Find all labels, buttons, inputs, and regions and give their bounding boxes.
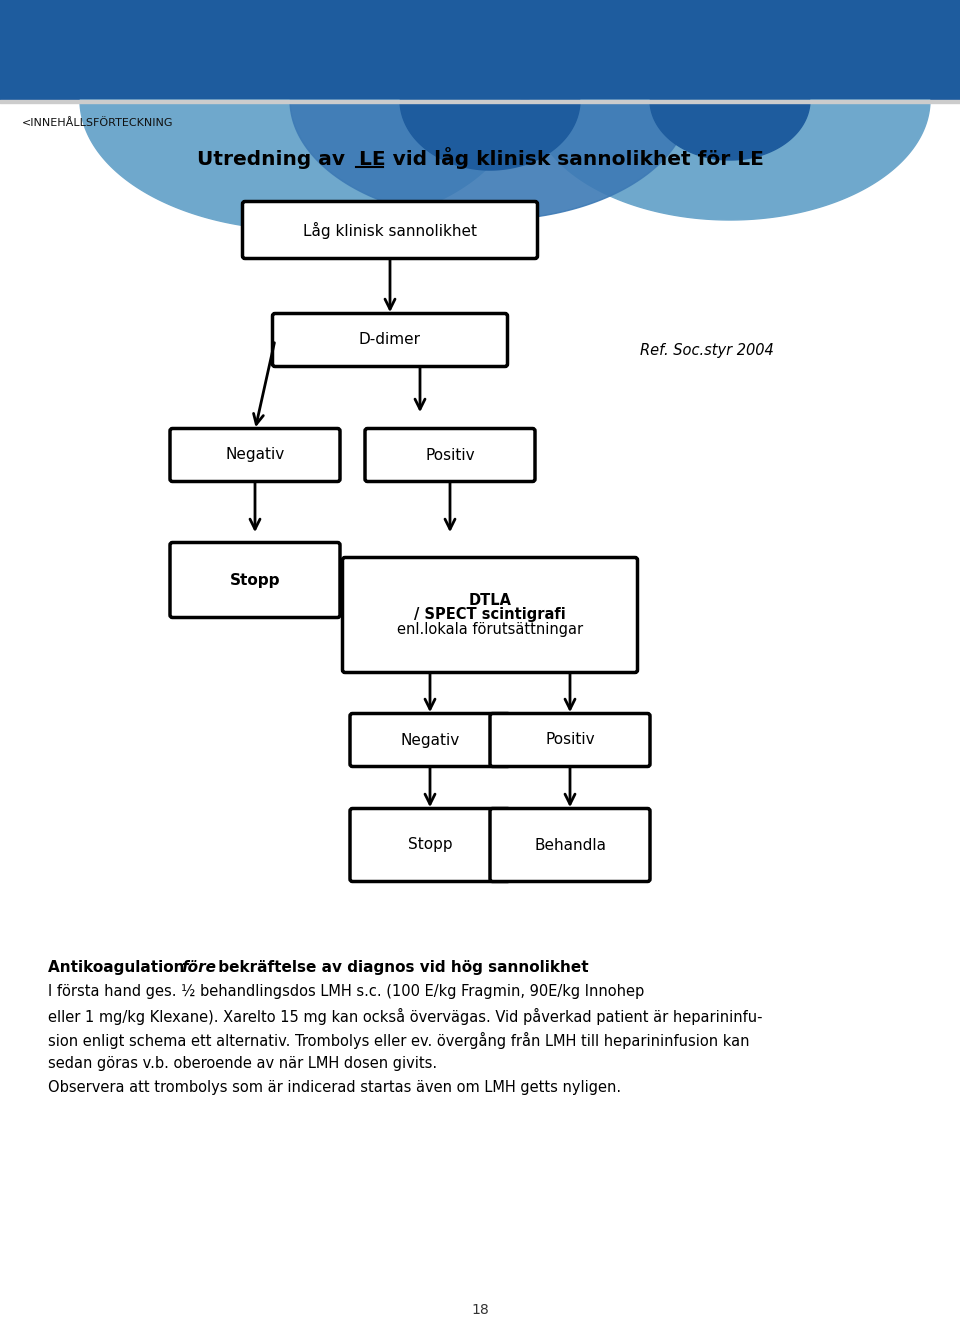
FancyBboxPatch shape [490,713,650,767]
FancyBboxPatch shape [273,313,508,367]
Text: 18: 18 [471,1303,489,1317]
Polygon shape [400,100,580,170]
Text: Negativ: Negativ [226,447,284,463]
Text: Stopp: Stopp [408,838,452,852]
Text: DTLA: DTLA [468,593,512,607]
Text: Positiv: Positiv [425,447,475,463]
Text: / SPECT scintigrafi: / SPECT scintigrafi [414,607,565,622]
Text: Ref. Soc.styr 2004: Ref. Soc.styr 2004 [640,343,774,357]
Text: Positiv: Positiv [545,732,595,748]
Polygon shape [650,100,810,161]
Polygon shape [290,100,690,219]
FancyBboxPatch shape [365,428,535,482]
Text: bekräftelse av diagnos vid hög sannolikhet: bekräftelse av diagnos vid hög sannolikh… [213,959,588,975]
Text: Antikoagulation: Antikoagulation [48,959,190,975]
Text: enl.lokala förutsättningar: enl.lokala förutsättningar [396,622,583,637]
Text: Stopp: Stopp [229,573,280,587]
FancyBboxPatch shape [490,808,650,882]
Text: Utredning av  LE vid låg klinisk sannolikhet för LE: Utredning av LE vid låg klinisk sannolik… [197,147,763,169]
Text: <INNEHÅLLSFÖRTECKNING: <INNEHÅLLSFÖRTECKNING [22,118,174,128]
Text: Behandla: Behandla [534,838,606,852]
FancyBboxPatch shape [170,428,340,482]
Polygon shape [530,100,930,219]
Text: D-dimer: D-dimer [359,333,421,348]
FancyBboxPatch shape [350,808,510,882]
FancyBboxPatch shape [243,202,538,258]
Text: sion enligt schema ett alternativ. Trombolys eller ev. övergång från LMH till he: sion enligt schema ett alternativ. Tromb… [48,1032,750,1049]
Text: sedan göras v.b. oberoende av när LMH dosen givits.: sedan göras v.b. oberoende av när LMH do… [48,1056,437,1070]
Text: före: före [181,959,216,975]
FancyBboxPatch shape [343,558,637,673]
Text: Observera att trombolys som är indicerad startas även om LMH getts nyligen.: Observera att trombolys som är indicerad… [48,1080,621,1094]
FancyBboxPatch shape [350,713,510,767]
Text: eller 1 mg/kg Klexane). Xarelto 15 mg kan också övervägas. Vid påverkad patient : eller 1 mg/kg Klexane). Xarelto 15 mg ka… [48,1008,762,1025]
Polygon shape [80,100,520,230]
Text: Negativ: Negativ [400,732,460,748]
FancyBboxPatch shape [170,542,340,618]
Text: Låg klinisk sannolikhet: Låg klinisk sannolikhet [303,222,477,238]
Text: I första hand ges. ½ behandlingsdos LMH s.c. (100 E/kg Fragmin, 90E/kg Innohep: I första hand ges. ½ behandlingsdos LMH … [48,983,644,999]
